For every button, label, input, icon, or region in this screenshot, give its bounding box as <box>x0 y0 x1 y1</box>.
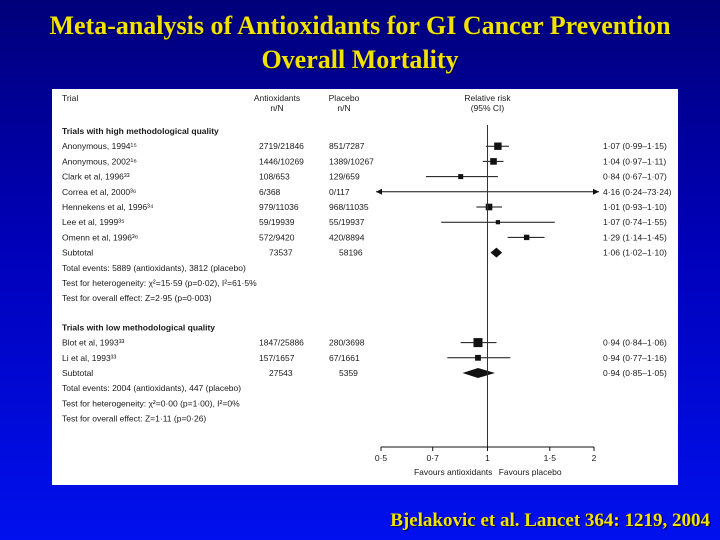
subtotal-placebo-n: 58196 <box>339 248 363 258</box>
header-relative-risk: Relative risk <box>464 93 511 103</box>
subtotal-diamond <box>490 247 503 258</box>
slide-title: Meta-analysis of Antioxidants for GI Can… <box>49 11 671 40</box>
study-name: Clark et al, 1996³³ <box>62 172 130 182</box>
header-ci: (95% CI) <box>471 103 505 113</box>
header-placebo: Placebo <box>329 93 360 103</box>
study-antioxidants-n: 157/1657 <box>259 353 295 363</box>
study-ci-text: 1·07 (0·99–1·15) <box>603 141 667 151</box>
study-placebo-n: 851/7287 <box>329 141 365 151</box>
point-estimate <box>473 338 483 348</box>
study-antioxidants-n: 6/368 <box>259 187 281 197</box>
study-name: Lee et al, 1999³⁵ <box>62 217 125 227</box>
study-antioxidants-n: 572/9420 <box>259 232 295 242</box>
study-name: Omenn et al, 1996³⁶ <box>62 232 138 242</box>
point-estimate <box>475 354 481 361</box>
study-name: Hennekens et al, 1996³⁴ <box>62 202 154 212</box>
header-placebo-unit: n/N <box>337 103 350 113</box>
subtotal-antioxidants-n: 27543 <box>269 368 293 378</box>
group-heading: Trials with high methodological quality <box>62 126 219 136</box>
study-ci-text: 0·84 (0·67–1·07) <box>603 172 667 182</box>
point-estimate <box>485 203 493 211</box>
forest-plot-panel: Trial Antioxidants n/N Placebo n/N Relative r… <box>52 89 678 485</box>
study-antioxidants-n: 1847/25886 <box>259 338 304 348</box>
group-stat: Total events: 5889 (antioxidants), 3812 … <box>62 263 246 273</box>
study-placebo-n: 1389/10267 <box>329 156 374 166</box>
group-stat: Test for heterogeneity: χ²=0·00 (p=1·00)… <box>62 398 240 408</box>
x-tick-label: 0·5 <box>375 453 388 463</box>
subtotal-placebo-n: 5359 <box>339 368 358 378</box>
study-antioxidants-n: 1446/10269 <box>259 156 304 166</box>
group-stat: Test for overall effect: Z=2·95 (p=0·003… <box>62 293 212 303</box>
point-estimate <box>494 142 502 150</box>
favours-placebo-label: Favours placebo <box>499 467 562 477</box>
x-tick-label: 2 <box>592 453 597 463</box>
study-name: Correa et al, 2000³⁶ <box>62 187 136 197</box>
subtotal-diamond <box>462 368 495 378</box>
study-antioxidants-n: 979/11036 <box>259 202 299 212</box>
study-placebo-n: 55/19937 <box>329 217 365 227</box>
study-placebo-n: 968/11035 <box>329 202 369 212</box>
study-antioxidants-n: 108/653 <box>259 172 290 182</box>
ci-arrow-left <box>376 188 382 195</box>
study-placebo-n: 420/8894 <box>329 232 365 242</box>
header-antioxidants-unit: n/N <box>270 103 283 113</box>
study-antioxidants-n: 2719/21846 <box>259 141 304 151</box>
x-tick-label: 1·5 <box>544 453 557 463</box>
study-name: Anonymous, 2002¹⁶ <box>62 156 137 166</box>
study-antioxidants-n: 59/19939 <box>259 217 295 227</box>
group-stat: Test for overall effect: Z=1·11 (p=0·26) <box>62 414 206 424</box>
study-ci-text: 1·04 (0·97–1·11) <box>603 156 666 166</box>
group-stat: Test for heterogeneity: χ²=15·59 (p=0·02… <box>62 278 257 288</box>
study-ci-text: 4·16 (0·24–73·24) <box>603 187 672 197</box>
point-estimate <box>490 158 497 165</box>
point-estimate <box>495 220 500 225</box>
header-trial: Trial <box>62 93 78 103</box>
citation: Bjelakovic et al. Lancet 364: 1219, 2004 <box>390 510 710 531</box>
study-name: Blot et al, 1993³³ <box>62 338 125 348</box>
study-placebo-n: 280/3698 <box>329 338 365 348</box>
study-ci-text: 0·94 (0·77–1·16) <box>603 353 667 363</box>
group-heading: Trials with low methodological quality <box>62 322 215 332</box>
study-ci-text: 1·01 (0·93–1·10) <box>603 202 667 212</box>
x-tick-label: 0·7 <box>427 453 440 463</box>
study-placebo-n: 129/659 <box>329 172 360 182</box>
study-ci-text: 0·94 (0·84–1·06) <box>603 338 667 348</box>
slide-subtitle: Overall Mortality <box>261 45 459 74</box>
subtotal-label: Subtotal <box>62 248 93 258</box>
x-tick-label: 1 <box>485 453 490 463</box>
subtotal-label: Subtotal <box>62 368 93 378</box>
study-ci-text: 1·29 (1·14–1·45) <box>603 232 667 242</box>
subtotal-ci-text: 0·94 (0·85–1·05) <box>603 368 667 378</box>
study-ci-text: 1·07 (0·74–1·55) <box>603 217 667 227</box>
point-estimate <box>523 234 530 241</box>
point-estimate <box>458 174 464 180</box>
ci-arrow-right <box>593 188 599 195</box>
group-stat: Total events: 2004 (antioxidants), 447 (… <box>62 383 241 393</box>
subtotal-antioxidants-n: 73537 <box>269 248 293 258</box>
study-placebo-n: 67/1661 <box>329 353 360 363</box>
favours-antioxidants-label: Favours antioxidants <box>414 467 492 477</box>
study-name: Anonymous, 1994¹⁵ <box>62 141 137 151</box>
subtotal-ci-text: 1·06 (1·02–1·10) <box>603 248 667 258</box>
study-name: Li et al, 1993³³ <box>62 353 117 363</box>
study-placebo-n: 0/117 <box>329 187 350 197</box>
header-antioxidants: Antioxidants <box>254 93 300 103</box>
